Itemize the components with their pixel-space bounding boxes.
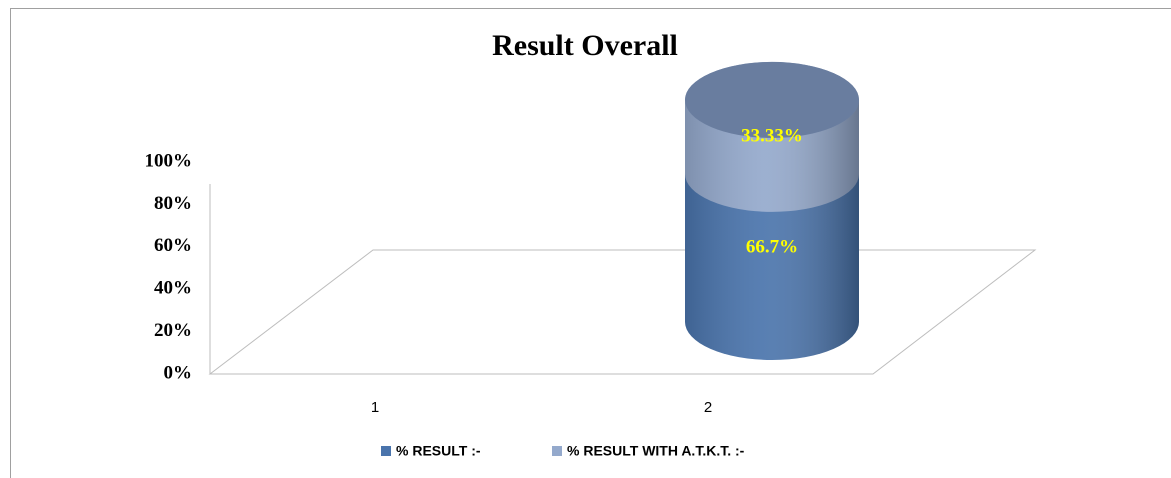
cylinder-top — [685, 61, 859, 138]
data-label: 33.33% — [741, 125, 803, 146]
floor — [208, 249, 1037, 375]
y-tick-label: 60% — [154, 235, 192, 256]
cylinder-top-shade — [685, 61, 859, 138]
chart-title: Result Overall — [492, 29, 678, 62]
y-tick-label: 100% — [145, 150, 193, 171]
y-tick-label: 20% — [154, 320, 192, 341]
legend-label: % RESULT WITH A.T.K.T. :- — [567, 443, 745, 459]
legend-label: % RESULT :- — [396, 443, 481, 459]
legend-swatch — [552, 446, 562, 456]
x-tick-label: 1 — [371, 399, 379, 416]
y-tick-label: 40% — [154, 278, 192, 299]
x-tick-label: 2 — [704, 399, 712, 416]
legend-swatch — [381, 446, 391, 456]
data-label: 66.7% — [746, 236, 798, 257]
y-tick-label: 80% — [154, 193, 192, 214]
chart-border — [10, 8, 1171, 478]
y-tick-label: 0% — [164, 362, 193, 383]
